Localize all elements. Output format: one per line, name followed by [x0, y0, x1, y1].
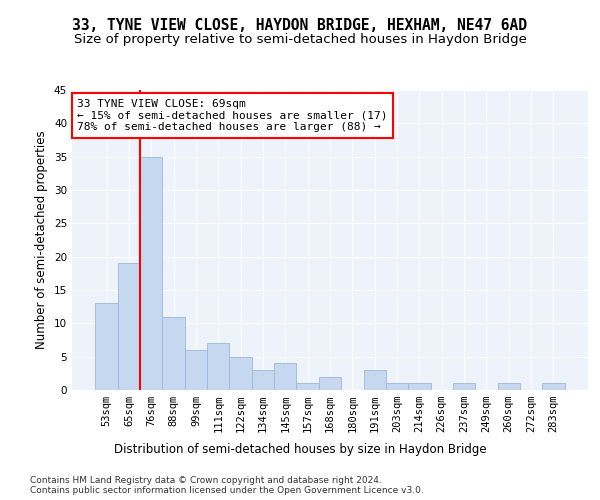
Bar: [408, 384, 431, 390]
Bar: [140, 156, 163, 390]
Bar: [453, 384, 475, 390]
Text: Distribution of semi-detached houses by size in Haydon Bridge: Distribution of semi-detached houses by …: [113, 442, 487, 456]
Bar: [118, 264, 140, 390]
Bar: [319, 376, 341, 390]
Text: Contains HM Land Registry data © Crown copyright and database right 2024.
Contai: Contains HM Land Registry data © Crown c…: [30, 476, 424, 495]
Bar: [207, 344, 229, 390]
Y-axis label: Number of semi-detached properties: Number of semi-detached properties: [35, 130, 49, 350]
Bar: [296, 384, 319, 390]
Bar: [364, 370, 386, 390]
Bar: [497, 384, 520, 390]
Bar: [542, 384, 565, 390]
Text: 33 TYNE VIEW CLOSE: 69sqm
← 15% of semi-detached houses are smaller (17)
78% of : 33 TYNE VIEW CLOSE: 69sqm ← 15% of semi-…: [77, 99, 388, 132]
Bar: [185, 350, 207, 390]
Text: 33, TYNE VIEW CLOSE, HAYDON BRIDGE, HEXHAM, NE47 6AD: 33, TYNE VIEW CLOSE, HAYDON BRIDGE, HEXH…: [73, 18, 527, 32]
Bar: [274, 364, 296, 390]
Bar: [229, 356, 252, 390]
Bar: [386, 384, 408, 390]
Bar: [252, 370, 274, 390]
Text: Size of property relative to semi-detached houses in Haydon Bridge: Size of property relative to semi-detach…: [74, 32, 526, 46]
Bar: [163, 316, 185, 390]
Bar: [95, 304, 118, 390]
